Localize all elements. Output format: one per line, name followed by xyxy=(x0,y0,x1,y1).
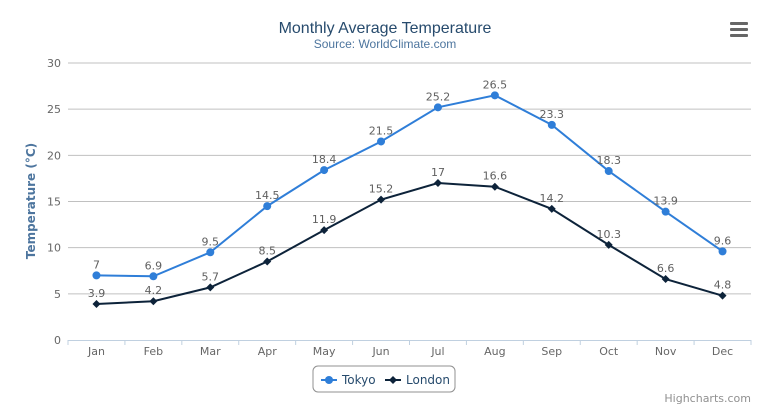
data-point[interactable] xyxy=(149,272,158,281)
series-line-tokyo xyxy=(96,94,724,278)
data-point[interactable] xyxy=(490,91,499,100)
data-point[interactable] xyxy=(377,137,386,146)
data-label: 7 xyxy=(93,258,100,271)
legend-item-tokyo[interactable]: Tokyo xyxy=(321,373,376,387)
data-label: 21.5 xyxy=(369,124,394,137)
data-label: 3.9 xyxy=(88,287,106,300)
data-label: 14.5 xyxy=(255,189,280,202)
chart-subtitle: Source: WorldClimate.com xyxy=(314,37,457,51)
y-tick-label: 15 xyxy=(47,196,61,209)
data-point[interactable] xyxy=(433,103,442,112)
data-point[interactable] xyxy=(661,275,670,284)
x-tick-label: Feb xyxy=(144,345,163,358)
x-tick-label: Dec xyxy=(712,345,733,358)
data-label: 9.6 xyxy=(714,234,732,247)
x-tick-label: Jun xyxy=(371,345,389,358)
data-point[interactable] xyxy=(320,226,329,235)
data-label: 6.9 xyxy=(145,259,163,272)
series-line-london xyxy=(96,182,723,305)
data-label: 26.5 xyxy=(483,78,508,91)
data-point[interactable] xyxy=(604,240,613,249)
data-point[interactable] xyxy=(263,202,272,211)
data-point[interactable] xyxy=(718,247,727,256)
hamburger-menu-icon[interactable] xyxy=(728,20,750,40)
series-tokyo: 7 6.9 9.5 14.5 18.4 21.5 25.2 26.5 23.3 18.3 13.9 9… xyxy=(92,78,732,281)
credits-link[interactable]: Highcharts.com xyxy=(664,392,751,405)
x-tick-label: Jul xyxy=(430,345,444,358)
data-point[interactable] xyxy=(490,182,499,191)
data-point[interactable] xyxy=(320,166,329,175)
y-tick-label: 0 xyxy=(54,334,61,347)
legend: Tokyo London xyxy=(312,365,456,393)
data-point[interactable] xyxy=(433,179,442,188)
data-label: 9.5 xyxy=(202,235,220,248)
chart-title: Monthly Average Temperature xyxy=(279,20,492,37)
data-label: 17 xyxy=(431,166,445,179)
y-tick-label: 30 xyxy=(47,57,61,70)
data-point[interactable] xyxy=(377,195,386,204)
x-tick-label: Nov xyxy=(655,345,677,358)
data-label: 18.4 xyxy=(312,153,337,166)
data-label: 18.3 xyxy=(596,154,621,167)
data-point[interactable] xyxy=(149,297,158,306)
data-point[interactable] xyxy=(92,299,101,308)
x-tick-label: Apr xyxy=(258,345,278,358)
y-tick-label: 20 xyxy=(47,149,61,162)
data-label: 8.5 xyxy=(258,245,276,258)
x-tick-label: Mar xyxy=(200,345,221,358)
data-label: 13.9 xyxy=(653,195,678,208)
legend-item-london[interactable]: London xyxy=(385,373,450,387)
y-tick-label: 10 xyxy=(47,242,61,255)
y-axis-title: Temperature (°C) xyxy=(24,143,38,259)
data-label: 10.3 xyxy=(596,228,621,241)
data-label: 6.6 xyxy=(657,262,675,275)
legend-label-tokyo: Tokyo xyxy=(341,373,376,387)
legend-label-london: London xyxy=(406,373,450,387)
data-point[interactable] xyxy=(206,248,215,257)
data-label: 25.2 xyxy=(426,90,451,103)
data-point[interactable] xyxy=(718,291,727,300)
data-point[interactable] xyxy=(206,283,215,292)
data-label: 5.7 xyxy=(202,270,220,283)
x-tick-label: Aug xyxy=(484,345,505,358)
data-point[interactable] xyxy=(661,207,670,216)
data-point[interactable] xyxy=(263,257,272,266)
y-tick-label: 5 xyxy=(54,288,61,301)
series-london: 3.9 4.2 5.7 8.5 11.9 15.2 17 16.6 14.2 10.3 6.6 4.8 xyxy=(88,166,732,308)
data-label: 16.6 xyxy=(483,170,508,183)
x-tick-label: May xyxy=(313,345,336,358)
data-label: 23.3 xyxy=(540,108,565,121)
data-point[interactable] xyxy=(547,204,556,213)
x-tick-label: Oct xyxy=(599,345,619,358)
data-label: 4.8 xyxy=(714,279,732,292)
x-tick-label: Sep xyxy=(541,345,562,358)
data-label: 4.2 xyxy=(145,284,163,297)
data-point[interactable] xyxy=(547,120,556,129)
data-label: 14.2 xyxy=(540,192,565,205)
data-label: 11.9 xyxy=(312,213,337,226)
data-label: 15.2 xyxy=(369,183,394,196)
data-point[interactable] xyxy=(92,271,101,280)
y-tick-label: 25 xyxy=(47,103,61,116)
data-point[interactable] xyxy=(604,167,613,176)
x-tick-label: Jan xyxy=(87,345,105,358)
